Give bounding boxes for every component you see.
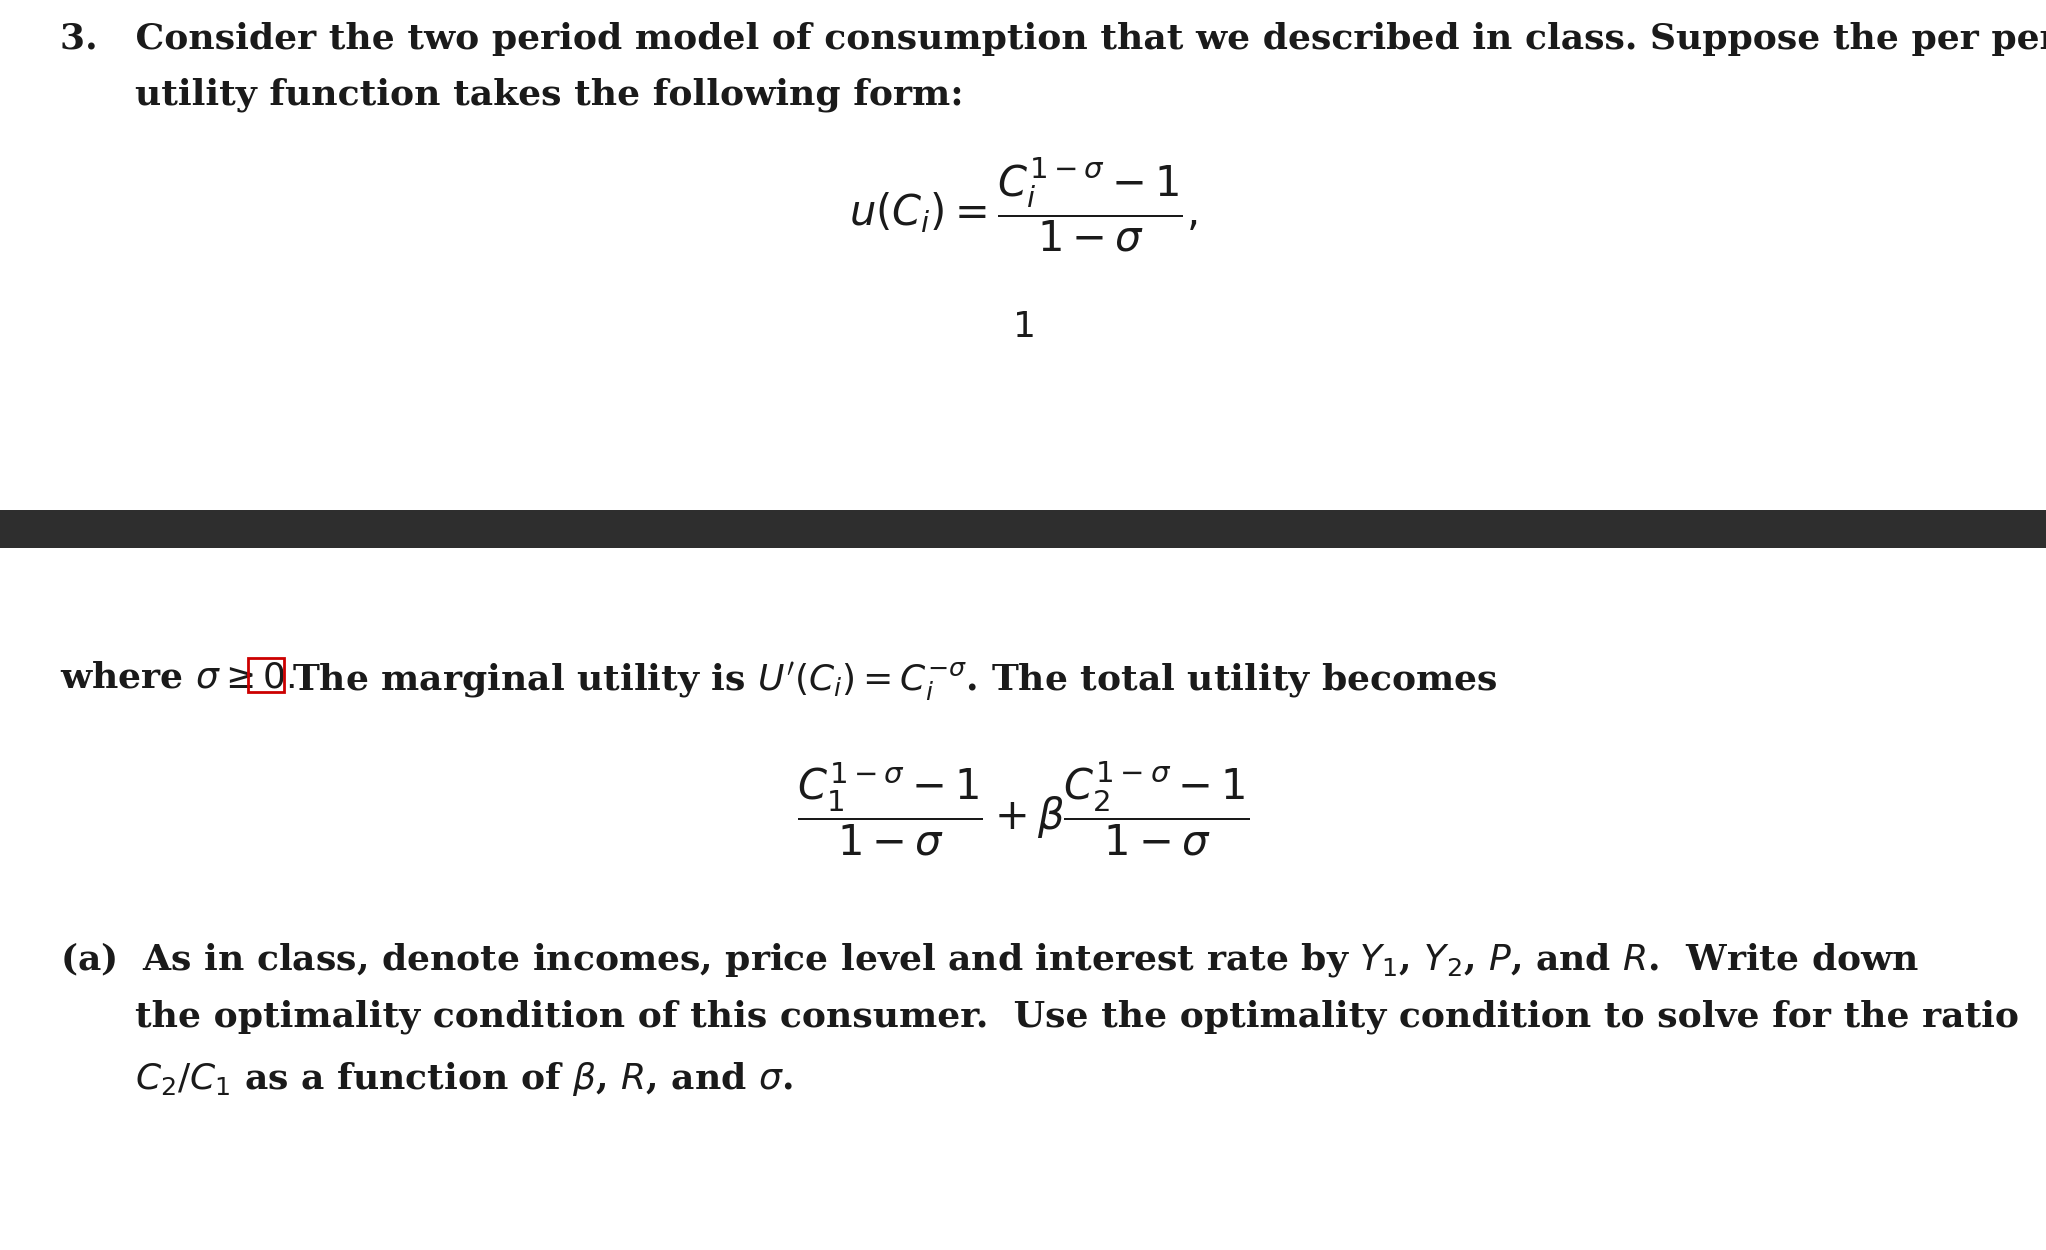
Text: the optimality condition of this consumer.  Use the optimality condition to solv: the optimality condition of this consume… <box>135 1000 2019 1035</box>
Text: (a)  As in class, denote incomes, price level and interest rate by $Y_1$, $Y_2$,: (a) As in class, denote incomes, price l… <box>59 940 1919 979</box>
Text: where $\sigma \geq 0.$: where $\sigma \geq 0.$ <box>59 660 295 694</box>
Bar <box>248 658 284 692</box>
Text: utility function takes the following form:: utility function takes the following for… <box>135 78 964 112</box>
Text: 3.   Consider the two period model of consumption that we described in class. Su: 3. Consider the two period model of cons… <box>59 22 2046 56</box>
Text: $1$: $1$ <box>1013 310 1033 344</box>
Text: The marginal utility is $U'(C_i) = C_i^{-\sigma}$. The total utility becomes: The marginal utility is $U'(C_i) = C_i^{… <box>293 660 1498 702</box>
Bar <box>0 510 2046 548</box>
Text: $u(C_i) = \dfrac{C_i^{1-\sigma} - 1}{1 - \sigma},$: $u(C_i) = \dfrac{C_i^{1-\sigma} - 1}{1 -… <box>849 155 1197 254</box>
Text: $\dfrac{C_1^{1-\sigma} - 1}{1 - \sigma} + \beta\dfrac{C_2^{1-\sigma} - 1}{1 - \s: $\dfrac{C_1^{1-\sigma} - 1}{1 - \sigma} … <box>796 760 1250 858</box>
Text: $C_2/C_1$ as a function of $\beta$, $R$, and $\sigma$.: $C_2/C_1$ as a function of $\beta$, $R$,… <box>135 1060 792 1098</box>
